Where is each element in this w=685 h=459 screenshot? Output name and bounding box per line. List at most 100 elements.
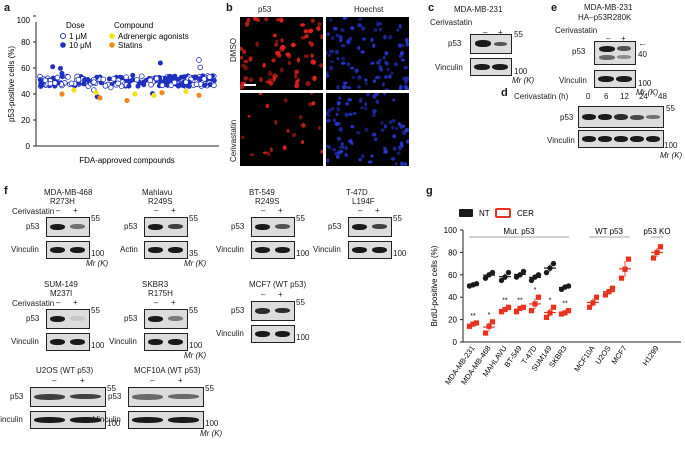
- blot-p53-strip: [251, 217, 295, 237]
- nucleus: [391, 125, 395, 130]
- nucleus: [360, 26, 366, 31]
- screen-point-1um: [42, 77, 49, 83]
- nucleus: [336, 85, 340, 90]
- nucleus: [392, 98, 396, 102]
- nucleus: [370, 37, 374, 42]
- nucleus: [364, 78, 368, 82]
- panel-c-mw-100: 100: [514, 67, 528, 76]
- blot-row-loading: Vinculin: [11, 337, 39, 346]
- nucleus: [335, 113, 339, 117]
- g-point-cer: [590, 300, 596, 306]
- blot-mw-top: 55: [91, 306, 100, 315]
- screen-point-1um: [52, 80, 58, 86]
- screen-point-10um: [126, 83, 132, 89]
- screen-point-1um: [183, 79, 189, 85]
- nucleus: [283, 98, 288, 103]
- western-blot-5: SUM-149 M237I Cerivastatin – + p53 Vinculin 5…: [10, 277, 110, 367]
- blot-treatment-label: Cerivastatin: [12, 299, 55, 308]
- nucleus: [380, 128, 385, 133]
- g-x-tick-label: U2OS: [594, 344, 613, 366]
- blot-mw-top: 55: [189, 214, 198, 223]
- screen-point-1um: [65, 74, 71, 80]
- g-point-cer: [505, 304, 512, 310]
- blot-mw-top: 55: [296, 298, 305, 307]
- nucleus: [338, 96, 342, 100]
- nucleus: [298, 115, 303, 120]
- blot-row-loading: Vinculin: [313, 245, 341, 254]
- blot-plus: +: [375, 206, 380, 215]
- screen-point-adrenergic: [132, 91, 138, 97]
- western-blot-9: MCF10A (WT p53) – + p53 Vinculin 55 100 Mr (K…: [93, 363, 222, 453]
- nucleus: [398, 54, 403, 59]
- nucleus: [262, 151, 268, 154]
- nucleus: [344, 145, 348, 151]
- g-point-cer: [473, 320, 480, 326]
- nucleus: [400, 58, 406, 62]
- g-point-cer: [550, 304, 557, 310]
- g-y-tick-label: 40: [448, 293, 457, 302]
- nucleus: [331, 36, 335, 41]
- nucleus: [240, 63, 247, 68]
- nucleus: [384, 51, 389, 56]
- panel-d-row-vinculin: Vinculin: [547, 136, 575, 145]
- nucleus: [310, 53, 314, 59]
- legend-cer-label: CER: [517, 209, 534, 218]
- g-significance-mark: **: [562, 301, 568, 308]
- blot-row-loading: Vinculin: [216, 329, 244, 338]
- blot-loading-strip: [144, 333, 188, 351]
- blot-p53-strip: [144, 217, 188, 237]
- nucleus: [384, 88, 390, 90]
- western-blot-8: U2OS (WT p53)– + p53 Vinculin 55 100: [0, 363, 120, 453]
- nucleus: [334, 49, 339, 55]
- nucleus: [271, 58, 276, 63]
- nucleus: [345, 102, 350, 106]
- nucleus: [397, 147, 402, 151]
- blot-cell-line: MCF10A (WT p53): [134, 366, 201, 375]
- screen-point-1um: [138, 73, 145, 80]
- nucleus: [272, 33, 278, 38]
- nucleus: [309, 93, 314, 95]
- nucleus: [274, 39, 279, 45]
- screen-point-10um: [50, 64, 56, 70]
- nucleus: [397, 43, 403, 48]
- g-x-tick-labels: MDA-MB-231MDA-MB-468MAHLAVUBT-549T-47DSU…: [443, 344, 660, 387]
- screen-point-1um: [102, 83, 109, 89]
- g-significance-mark: **: [502, 297, 508, 304]
- blot-p53-strip: [128, 387, 204, 407]
- screen-point-10um: [38, 83, 44, 89]
- nucleus: [266, 151, 271, 157]
- g-point-cer: [532, 301, 538, 307]
- g-point-cer: [565, 308, 572, 314]
- panel-e-mw-unit: Mr (K): [636, 88, 659, 97]
- g-point-cer: [513, 309, 520, 315]
- screen-point-10um: [202, 82, 208, 88]
- western-blot-6: SKBR3 R175H – + p53 Vinculin 55 100 Mr (K): [108, 277, 208, 367]
- nucleus: [398, 87, 403, 90]
- screen-point-1um: [110, 76, 117, 82]
- nucleus: [303, 29, 309, 34]
- panel-e-plus: +: [621, 34, 626, 43]
- brdu-chart-svg: BrdU-positive cells (%) 0 20 40 60 80 100 Mut…: [430, 208, 681, 387]
- panel-b-row-cerivastatin: Cerivastatin: [229, 119, 238, 162]
- screen-data-points: [37, 57, 217, 104]
- nucleus: [318, 63, 323, 68]
- blot-minus: –: [56, 298, 61, 307]
- blot-row-loading: Actin: [120, 245, 138, 254]
- panel-label-c: c: [428, 2, 435, 14]
- g-significance-mark: *: [549, 297, 552, 304]
- g-significance-mark: *: [488, 312, 491, 319]
- blot-plus: +: [178, 376, 183, 385]
- nucleus: [338, 37, 343, 43]
- g-point-nt: [543, 269, 550, 276]
- blot-row-p53: p53: [124, 222, 138, 231]
- nucleus: [274, 50, 281, 56]
- nucleus: [309, 41, 314, 47]
- nucleus: [377, 58, 383, 62]
- nucleus: [388, 34, 393, 40]
- blot-row-p53: p53: [26, 222, 40, 231]
- nucleus: [275, 17, 281, 22]
- panel-c-mw-55: 55: [514, 30, 523, 39]
- nucleus: [336, 107, 341, 112]
- nucleus: [243, 59, 249, 64]
- nucleus: [259, 76, 263, 83]
